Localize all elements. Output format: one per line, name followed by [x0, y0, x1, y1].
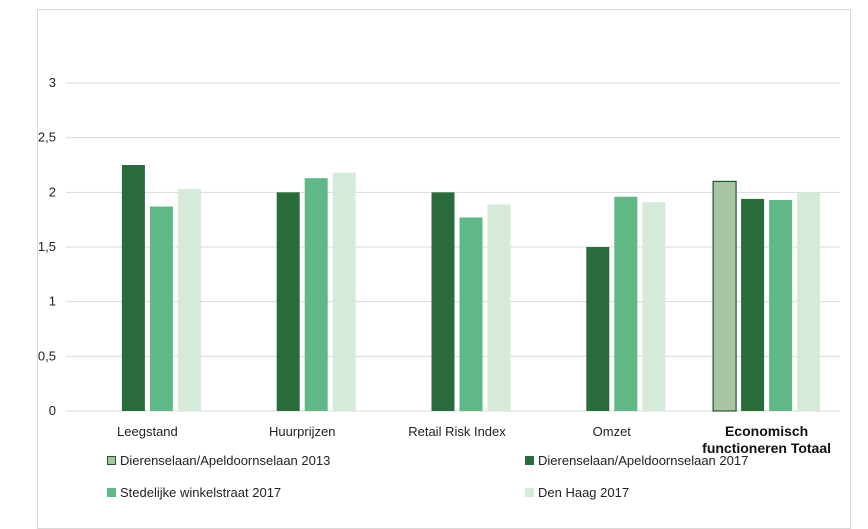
- x-tick-label: Leegstand: [117, 424, 178, 439]
- legend-swatch: [107, 456, 116, 465]
- bar: [177, 189, 201, 411]
- legend-item: Dierenselaan/Apeldoornselaan 2017: [525, 453, 748, 468]
- bar: [121, 165, 145, 411]
- bars: [121, 165, 821, 412]
- bar-chart: 0 0,5 1 1,5 2 2,5 3 Leegstand Huurprijzen Retail…: [38, 75, 840, 456]
- bar: [741, 198, 765, 411]
- bar: [712, 180, 737, 412]
- y-axis-ticks: 0 0,5 1 1,5 2 2,5 3: [38, 75, 56, 418]
- y-tick-label: 2: [49, 184, 56, 199]
- y-tick-label: 1,5: [38, 239, 56, 254]
- bar: [487, 204, 511, 411]
- bar: [586, 247, 610, 411]
- legend-item: Dierenselaan/Apeldoornselaan 2013: [107, 453, 330, 468]
- bar: [642, 202, 666, 411]
- y-tick-label: 0,5: [38, 348, 56, 363]
- legend-swatch: [107, 488, 116, 497]
- x-tick-label: Economisch functioneren Totaal: [702, 423, 831, 456]
- legend-label: Dierenselaan/Apeldoornselaan 2013: [120, 453, 331, 468]
- y-tick-label: 1: [49, 294, 56, 309]
- x-axis-labels: Leegstand Huurprijzen Retail Risk Index Omz…: [117, 423, 831, 456]
- x-tick-label: Omzet: [593, 424, 632, 439]
- bar: [459, 217, 483, 411]
- legend-label: Stedelijke winkelstraat 2017: [120, 485, 282, 500]
- bar: [149, 206, 173, 411]
- legend-label: Dierenselaan/Apeldoornselaan 2017: [538, 453, 749, 468]
- bar: [304, 178, 328, 411]
- x-tick-label: Huurprijzen: [269, 424, 335, 439]
- legend-swatch: [525, 456, 534, 465]
- y-tick-label: 0: [49, 403, 56, 418]
- bar: [797, 192, 821, 411]
- legend-label: Den Haag 2017: [538, 485, 630, 500]
- legend-item: Den Haag 2017: [525, 485, 629, 500]
- bar: [276, 192, 300, 411]
- y-tick-label: 2,5: [38, 130, 56, 145]
- legend-item: Stedelijke winkelstraat 2017: [107, 485, 281, 500]
- x-tick-label: Retail Risk Index: [408, 424, 506, 439]
- bar: [332, 172, 356, 411]
- bar: [431, 192, 455, 411]
- legend-swatch: [525, 488, 534, 497]
- bar: [769, 199, 793, 411]
- bar: [614, 196, 638, 411]
- y-tick-label: 3: [49, 75, 56, 90]
